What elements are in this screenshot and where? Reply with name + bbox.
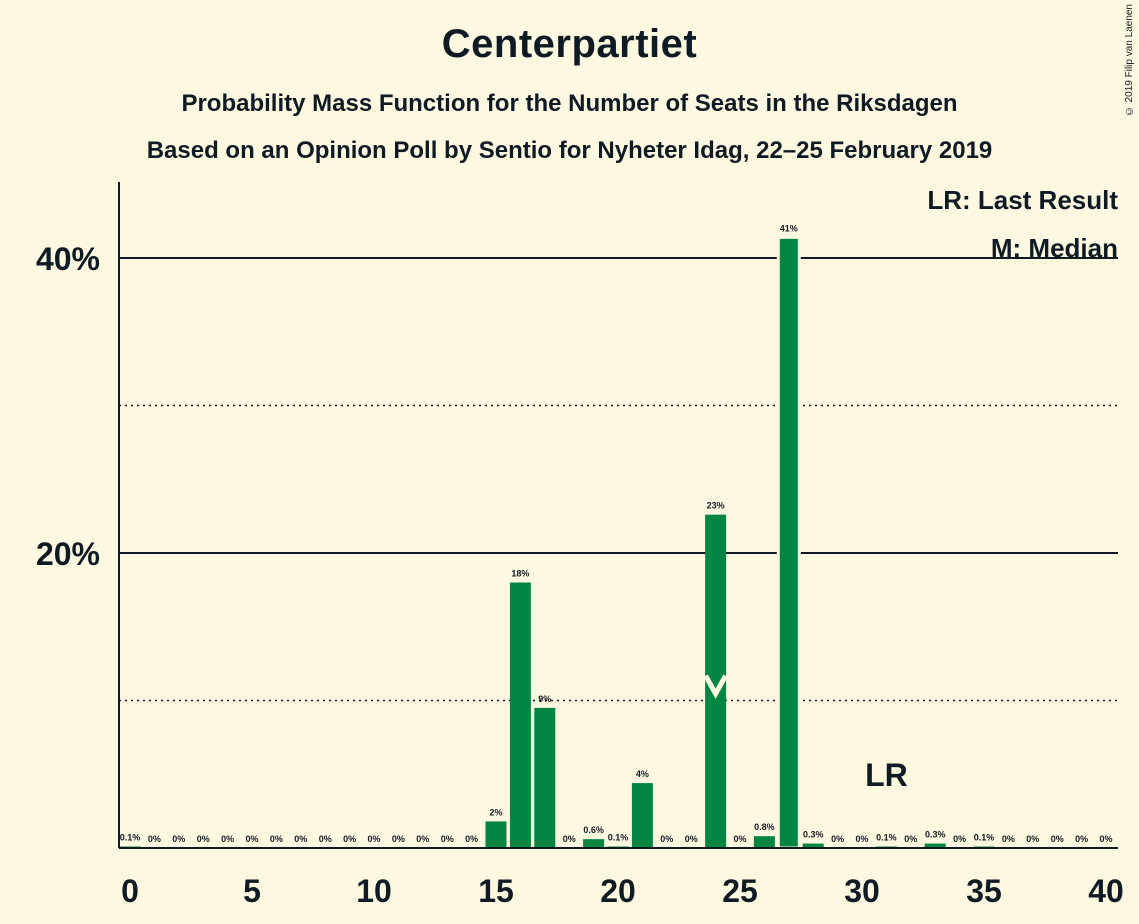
bar-value-label: 0%	[221, 834, 234, 844]
bar-value-label: 23%	[707, 501, 725, 511]
bar-value-label: 0%	[1002, 834, 1015, 844]
bar-value-label: 0%	[660, 834, 673, 844]
bar-value-label: 0.8%	[754, 822, 775, 832]
bar-value-label: 0%	[1075, 834, 1088, 844]
bar-value-label: 0%	[367, 834, 380, 844]
bar-value-label: 0%	[319, 834, 332, 844]
chart-subtitle: Probability Mass Function for the Number…	[181, 90, 958, 117]
bar-value-label: 0%	[343, 834, 356, 844]
y-tick-label: 20%	[36, 536, 100, 572]
bar-value-label: 18%	[511, 569, 529, 579]
tick-labels: 20% 40% 0 5 10 15 20 25 30 35 40	[36, 241, 1124, 909]
bar-value-label: 41%	[780, 223, 798, 233]
bar-value-label: 0%	[953, 834, 966, 844]
y-tick-label: 40%	[36, 241, 100, 277]
legend: LR: Last Result M: Median	[927, 185, 1118, 263]
gridlines	[119, 257, 1118, 702]
x-tick-label: 15	[478, 873, 514, 909]
legend-last-result: LR: Last Result	[927, 185, 1118, 215]
x-tick-label: 30	[844, 873, 880, 909]
bar-value-label: 0.3%	[803, 830, 824, 840]
chart-source-subtitle: Based on an Opinion Poll by Sentio for N…	[146, 137, 993, 164]
x-tick-label: 10	[356, 873, 392, 909]
bar-value-label: 0%	[1051, 834, 1064, 844]
bar	[924, 843, 946, 848]
bar-value-label: 0.1%	[120, 833, 141, 843]
bar-value-label: 0%	[148, 834, 161, 844]
bar-value-label: 0%	[1099, 834, 1112, 844]
bar-value-label: 0.6%	[583, 825, 604, 835]
bar-value-label: 0%	[392, 834, 405, 844]
bar	[705, 514, 727, 848]
bars	[119, 235, 995, 850]
bar-value-label: 0.1%	[608, 833, 629, 843]
bar-value-labels: 0.1% 0% 0% 0% 0% 0% 0% 0% 0% 0% 0% 0% 0% 0% 0% 2% 18% 9% 0…	[120, 223, 1113, 844]
bar	[485, 821, 507, 848]
x-tick-label: 40	[1088, 873, 1124, 909]
median-marker	[703, 674, 728, 699]
bar-value-label: 0%	[733, 834, 746, 844]
legend-median: M: Median	[991, 233, 1118, 263]
x-tick-label: 25	[722, 873, 758, 909]
bar	[753, 836, 775, 848]
bar-value-label: 0.3%	[925, 830, 946, 840]
x-tick-label: 20	[600, 873, 636, 909]
markers: LR	[703, 674, 908, 793]
bar-value-label: 0%	[465, 834, 478, 844]
bar-value-label: 0%	[441, 834, 454, 844]
chart-title: Centerpartiet	[441, 22, 698, 66]
bar-value-label: 2%	[489, 807, 502, 817]
bar-value-label: 0%	[904, 834, 917, 844]
axes	[118, 182, 1118, 849]
bar-value-label: 0%	[1026, 834, 1039, 844]
bar-value-label: 4%	[636, 769, 649, 779]
bar-value-label: 0%	[685, 834, 698, 844]
bar-value-label: 0.1%	[974, 833, 995, 843]
bar-value-label: 9%	[538, 694, 551, 704]
x-tick-label: 35	[966, 873, 1002, 909]
last-result-marker: LR	[865, 757, 908, 793]
bar	[534, 707, 556, 848]
bar-value-label: 0%	[245, 834, 258, 844]
bar-value-label: 0%	[172, 834, 185, 844]
bar-value-label: 0%	[197, 834, 210, 844]
bar	[583, 839, 605, 848]
bar-value-label: 0.1%	[876, 833, 897, 843]
x-tick-label: 5	[243, 873, 261, 909]
bar-value-label: 0%	[294, 834, 307, 844]
bar	[631, 783, 653, 848]
bar-value-label: 0%	[831, 834, 844, 844]
bar	[509, 582, 531, 848]
bar	[802, 843, 824, 848]
bar-value-label: 0%	[416, 834, 429, 844]
bar-value-label: 0%	[270, 834, 283, 844]
x-tick-label: 0	[121, 873, 139, 909]
bar	[776, 235, 801, 850]
bar-value-label: 0%	[855, 834, 868, 844]
bar-value-label: 0%	[563, 834, 576, 844]
